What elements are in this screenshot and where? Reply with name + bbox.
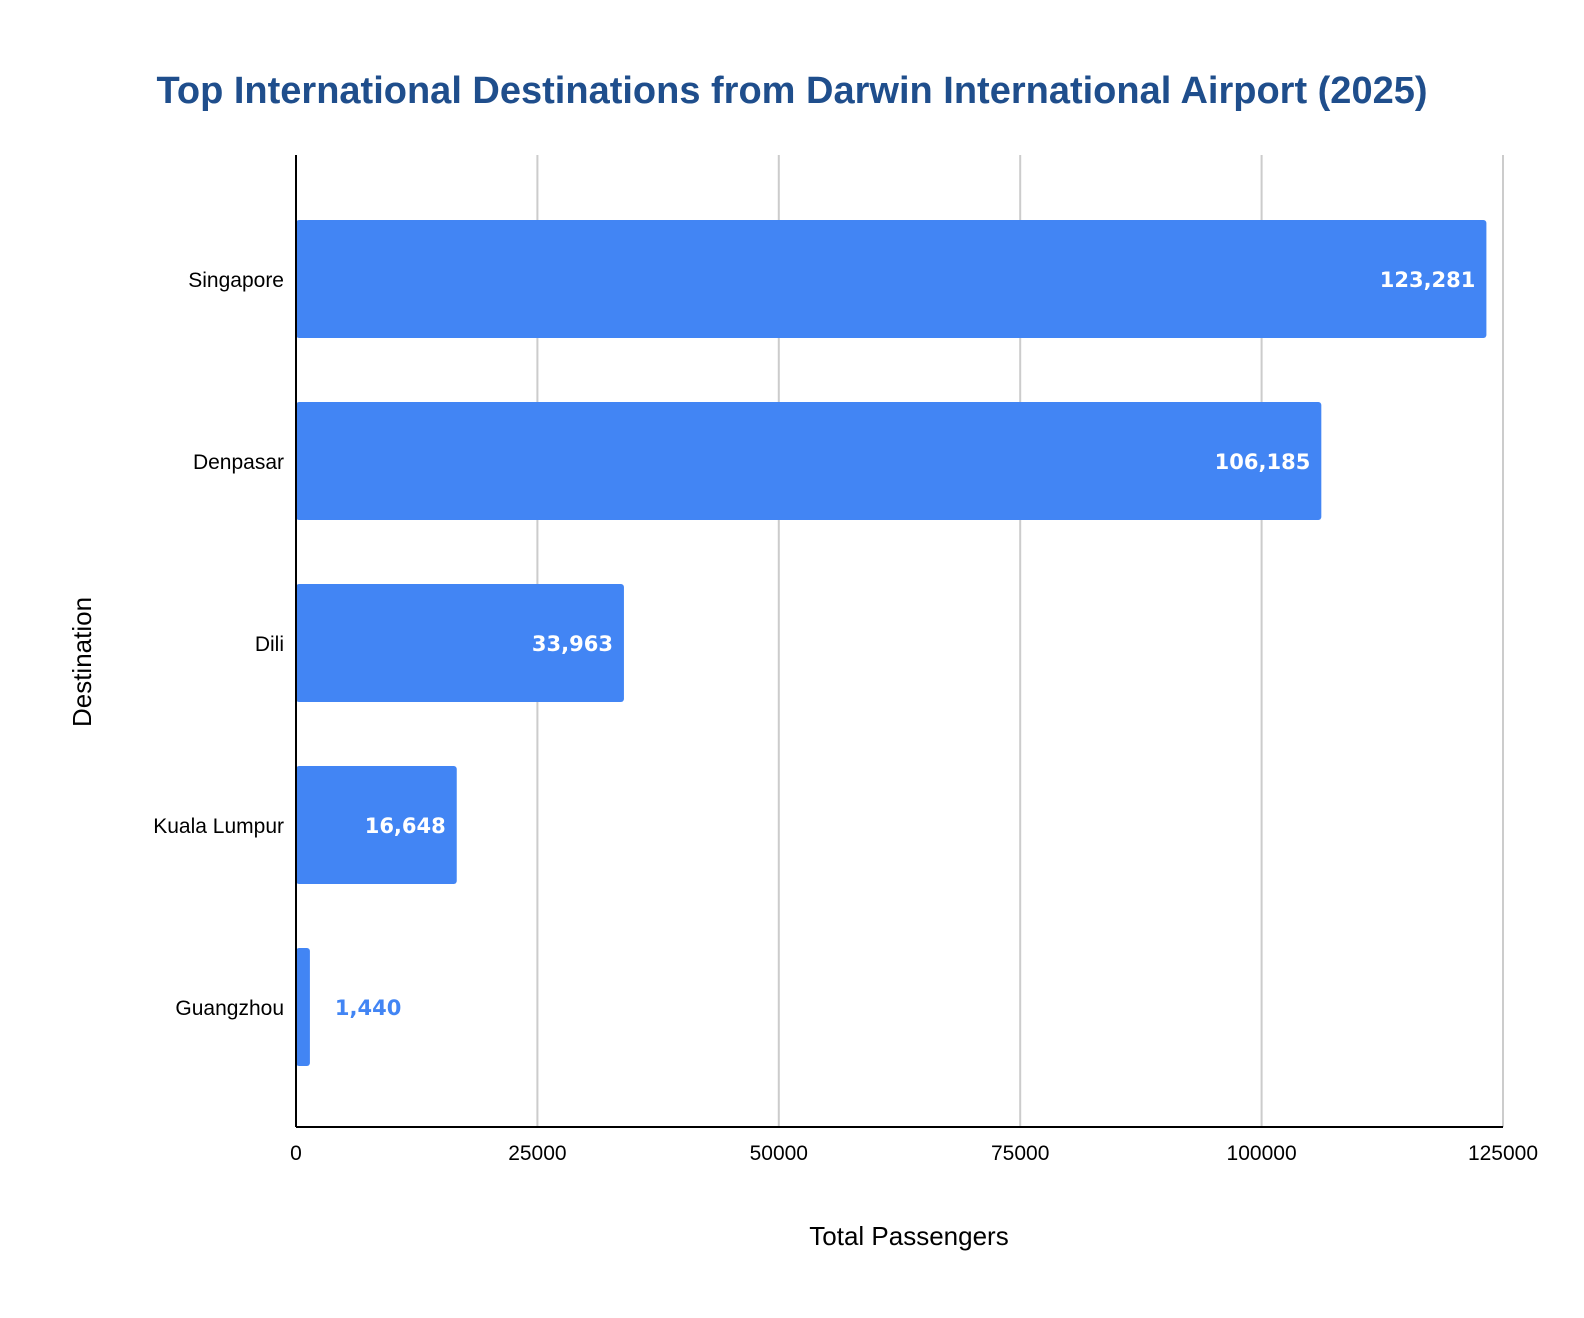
- x-axis-title: Total Passengers: [809, 1221, 1008, 1251]
- y-axis-title: Destination: [67, 597, 97, 727]
- bars: [296, 220, 1487, 1066]
- y-category-label-3: Kuala Lumpur: [153, 815, 284, 838]
- bar-singapore: [296, 220, 1487, 338]
- axes: 0 25000 50000 75000 100000 125000 Singapore Den…: [153, 155, 1538, 1165]
- data-label-2: 33,963: [532, 632, 613, 656]
- x-tick-label-5: 125000: [1468, 1142, 1538, 1165]
- bar-kuala-lumpur: [296, 766, 457, 884]
- x-tick-label-3: 75000: [991, 1142, 1049, 1165]
- x-tick-label-0: 0: [290, 1142, 302, 1165]
- y-category-label-2: Dili: [255, 633, 284, 656]
- x-tick-label-2: 50000: [750, 1142, 808, 1165]
- bar-dili: [296, 584, 624, 702]
- data-label-3: 16,648: [365, 814, 446, 838]
- y-category-label-0: Singapore: [188, 269, 284, 292]
- data-label-0: 123,281: [1380, 268, 1476, 292]
- x-tick-label-1: 25000: [508, 1142, 566, 1165]
- y-category-label-1: Denpasar: [193, 451, 284, 474]
- chart-title: Top International Destinations from Darw…: [156, 70, 1427, 112]
- x-tick-label-4: 100000: [1227, 1142, 1297, 1165]
- bar-denpasar: [296, 402, 1322, 520]
- data-labels: 123,281 106,185 33,963 16,648 1,440: [335, 268, 1475, 1020]
- data-label-1: 106,185: [1215, 450, 1311, 474]
- y-category-label-4: Guangzhou: [175, 997, 284, 1020]
- data-label-4: 1,440: [335, 996, 401, 1020]
- bar-guangzhou: [296, 948, 310, 1066]
